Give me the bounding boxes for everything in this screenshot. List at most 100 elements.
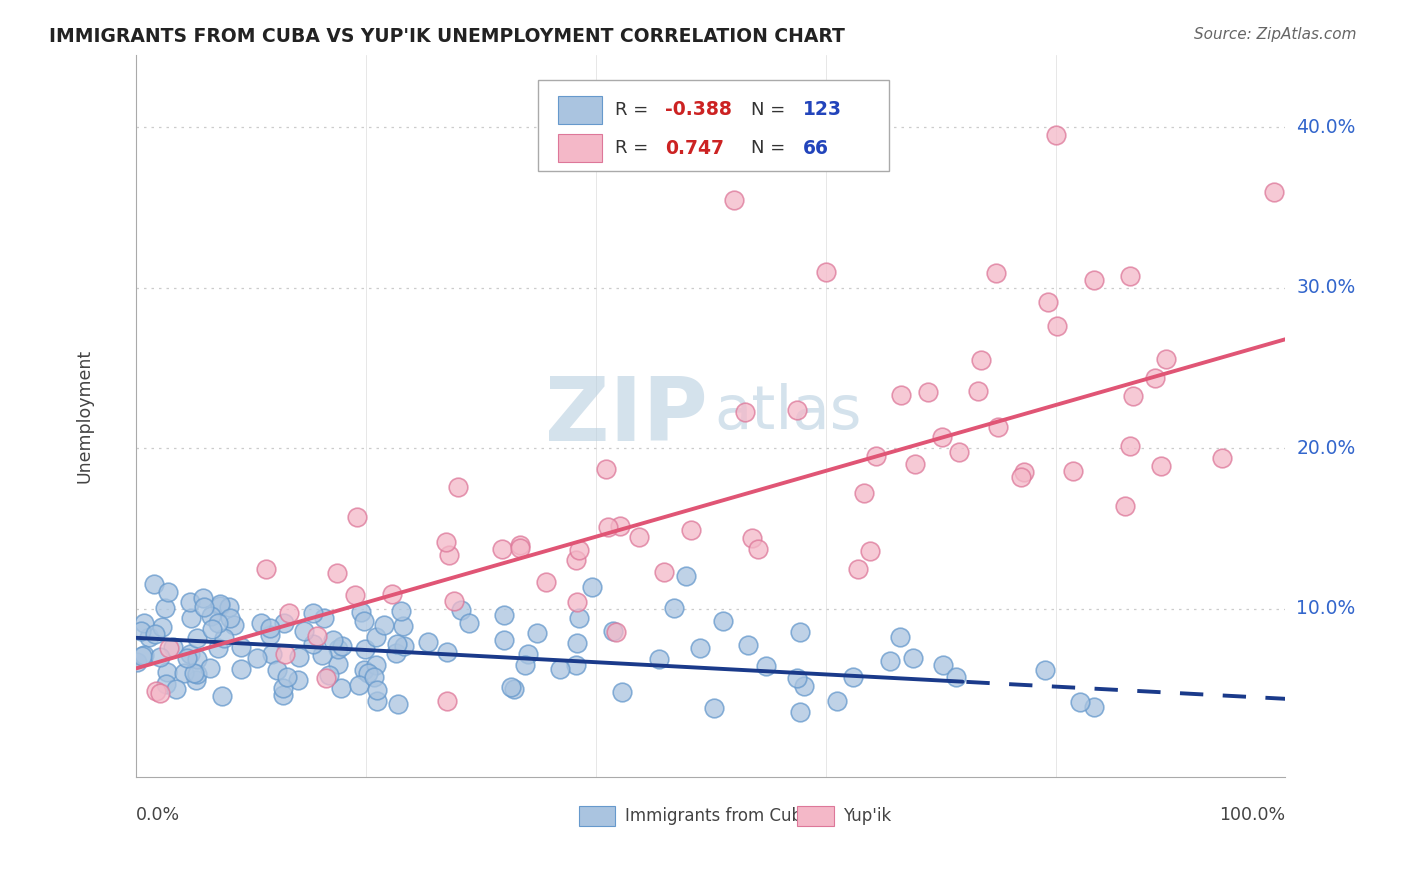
Point bbox=[492, 607, 515, 622]
Point bbox=[581, 580, 603, 594]
Point bbox=[1263, 185, 1285, 199]
Point bbox=[179, 647, 201, 661]
Point bbox=[363, 670, 385, 684]
Point bbox=[184, 673, 207, 688]
Point bbox=[381, 587, 404, 601]
Point bbox=[200, 608, 222, 623]
Text: 66: 66 bbox=[803, 138, 828, 158]
Point bbox=[932, 658, 955, 673]
Point bbox=[595, 461, 617, 475]
Text: Yup'ik: Yup'ik bbox=[844, 806, 891, 825]
Point bbox=[207, 615, 229, 630]
Point bbox=[326, 566, 349, 581]
Text: IMMIGRANTS FROM CUBA VS YUP'IK UNEMPLOYMENT CORRELATION CHART: IMMIGRANTS FROM CUBA VS YUP'IK UNEMPLOYM… bbox=[49, 27, 845, 45]
Point bbox=[703, 701, 725, 715]
Point bbox=[301, 606, 323, 620]
Point bbox=[311, 648, 333, 662]
Point bbox=[322, 632, 344, 647]
Point bbox=[439, 548, 461, 562]
Point bbox=[143, 577, 166, 591]
Point bbox=[394, 640, 416, 654]
Point bbox=[207, 640, 229, 655]
Point bbox=[443, 594, 465, 608]
Point bbox=[1119, 439, 1142, 453]
Point bbox=[509, 541, 531, 555]
Point bbox=[211, 690, 233, 704]
Point bbox=[568, 611, 591, 625]
Point bbox=[664, 601, 686, 615]
Point bbox=[825, 693, 848, 707]
Point bbox=[183, 666, 205, 681]
Point bbox=[879, 654, 901, 668]
Point bbox=[903, 651, 925, 665]
Point bbox=[193, 600, 215, 615]
Point bbox=[179, 595, 201, 609]
Point bbox=[218, 599, 240, 614]
Point bbox=[1062, 464, 1084, 478]
Point bbox=[134, 615, 156, 630]
Point bbox=[278, 606, 301, 620]
Point bbox=[129, 624, 152, 639]
Point bbox=[186, 666, 208, 681]
Point bbox=[814, 265, 837, 279]
Point bbox=[231, 640, 253, 654]
Point bbox=[565, 553, 588, 567]
Point bbox=[389, 604, 412, 618]
Point bbox=[1150, 458, 1173, 473]
Text: -0.388: -0.388 bbox=[665, 101, 731, 120]
Point bbox=[344, 588, 367, 602]
Point bbox=[224, 618, 246, 632]
Text: 0.0%: 0.0% bbox=[136, 806, 180, 824]
Point bbox=[681, 523, 703, 537]
Point bbox=[846, 562, 869, 576]
Text: 123: 123 bbox=[803, 101, 842, 120]
Point bbox=[373, 618, 395, 632]
Point bbox=[366, 693, 388, 707]
Point bbox=[596, 519, 619, 533]
Point bbox=[347, 678, 370, 692]
Point bbox=[789, 705, 811, 719]
Text: 10.0%: 10.0% bbox=[1296, 599, 1355, 618]
Point bbox=[1154, 352, 1177, 367]
Point bbox=[173, 665, 195, 680]
Point bbox=[565, 658, 588, 673]
Point bbox=[193, 591, 215, 606]
Point bbox=[793, 679, 815, 693]
Point bbox=[155, 600, 177, 615]
Point bbox=[259, 621, 281, 635]
Point bbox=[737, 638, 759, 652]
Point bbox=[246, 651, 269, 665]
Text: Unemployment: Unemployment bbox=[76, 350, 94, 483]
Point bbox=[131, 648, 153, 663]
Text: 0.747: 0.747 bbox=[665, 138, 724, 158]
Point bbox=[610, 684, 633, 698]
Point bbox=[186, 631, 208, 645]
Point bbox=[155, 677, 177, 691]
Point bbox=[436, 645, 458, 659]
Point bbox=[274, 647, 297, 661]
Text: 40.0%: 40.0% bbox=[1296, 118, 1355, 136]
Point bbox=[723, 193, 745, 207]
Point bbox=[516, 647, 538, 661]
Point bbox=[271, 688, 294, 702]
Point bbox=[602, 624, 624, 638]
Point bbox=[314, 611, 336, 625]
Point bbox=[917, 385, 939, 400]
Point bbox=[201, 623, 224, 637]
Point bbox=[366, 658, 388, 673]
Point bbox=[273, 615, 295, 630]
Point bbox=[502, 681, 524, 696]
FancyBboxPatch shape bbox=[797, 805, 834, 826]
Point bbox=[287, 673, 309, 687]
Point bbox=[450, 603, 472, 617]
Point bbox=[350, 605, 373, 619]
Point bbox=[689, 641, 711, 656]
Point bbox=[156, 665, 179, 679]
Point bbox=[1211, 451, 1233, 466]
Point bbox=[165, 681, 187, 696]
Point bbox=[931, 430, 953, 444]
Point bbox=[200, 661, 222, 675]
Point bbox=[605, 625, 627, 640]
Point bbox=[627, 531, 650, 545]
Point bbox=[492, 633, 515, 648]
